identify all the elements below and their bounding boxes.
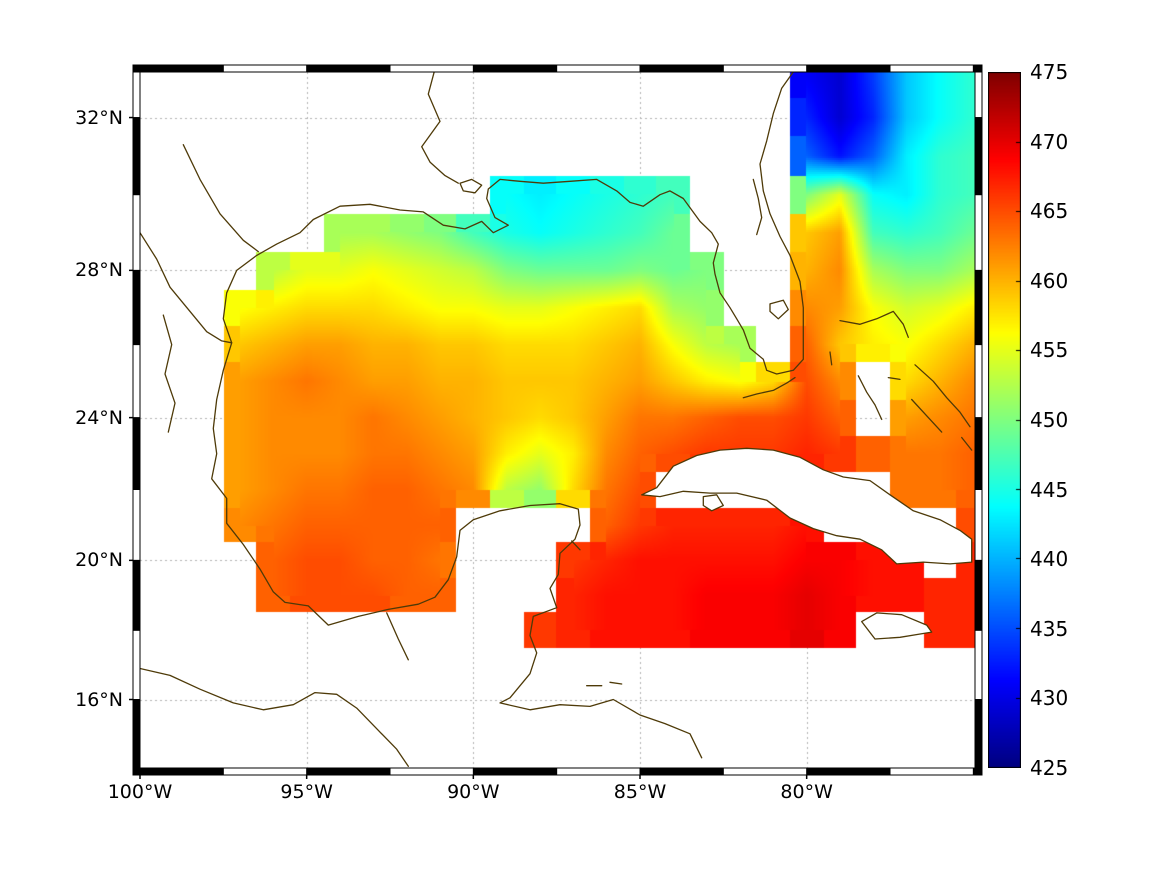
coastlines-layer (140, 72, 973, 767)
colorbar-tick-label: 430 (1030, 686, 1069, 711)
pacific-coast-mexico-coastline (140, 667, 409, 767)
colorbar-tick-label: 435 (1030, 616, 1069, 641)
bay-islands-guanaja-coastline (609, 681, 623, 685)
y-tick-label: 32°N (75, 106, 123, 129)
rio-grande-river-coastline (140, 232, 233, 344)
cozumel-coastline (571, 540, 581, 551)
colorbar-tick-label: 450 (1030, 408, 1069, 432)
bimini-coastline (829, 351, 833, 366)
x-tick-label: 80°W (780, 781, 833, 803)
colorbar-tick-label: 455 (1030, 338, 1069, 363)
long-island-bahamas-coastline (961, 436, 973, 451)
cuba-coastline (641, 447, 973, 565)
colorbar-tick-label: 440 (1030, 547, 1069, 572)
mainland-gulf-atlantic-coast-coastline (211, 72, 804, 759)
colorbar (988, 72, 1021, 768)
new-providence-coastline (887, 376, 901, 381)
isle-of-youth-coastline (702, 494, 724, 512)
andros-island-coastline (857, 375, 883, 421)
colorbar-tick-label: 445 (1030, 477, 1069, 502)
x-tick-label: 100°W (107, 781, 173, 803)
lake-okeechobee-coastline (769, 299, 789, 320)
x-tick-label: 85°W (613, 781, 667, 803)
lake-pontchartrain-coastline (459, 178, 483, 194)
colorbar-tick-label: 470 (1030, 129, 1069, 154)
colorbar-tick-label: 425 (1030, 756, 1069, 780)
map-frame (129, 64, 983, 779)
colorbar-tick-label: 475 (1030, 60, 1069, 84)
grand-bahama-abaco-coastline (839, 310, 909, 338)
x-tick-label: 90°W (447, 781, 500, 803)
florida-keys-coastline (742, 376, 796, 399)
y-tick-label: 20°N (75, 549, 123, 572)
texas-river-coastline (182, 144, 259, 253)
mexico-inland-river-coastline (162, 314, 176, 433)
usumacinta-river-coastline (386, 612, 409, 661)
y-tick-label: 16°N (75, 688, 123, 711)
y-tick-label: 24°N (75, 406, 123, 429)
eleuthera-cat-island-coastline (914, 364, 971, 428)
y-tick-label: 28°N (75, 259, 123, 282)
colorbar-tick-label: 460 (1030, 268, 1069, 293)
jamaica-coastline (861, 612, 933, 640)
colorbar-tick-label: 465 (1030, 199, 1069, 224)
mississippi-river-coastline (421, 72, 459, 184)
x-tick-label: 95°W (280, 781, 333, 803)
st-johns-river-coastline (752, 178, 763, 236)
exuma-chain-coastline (911, 398, 943, 433)
